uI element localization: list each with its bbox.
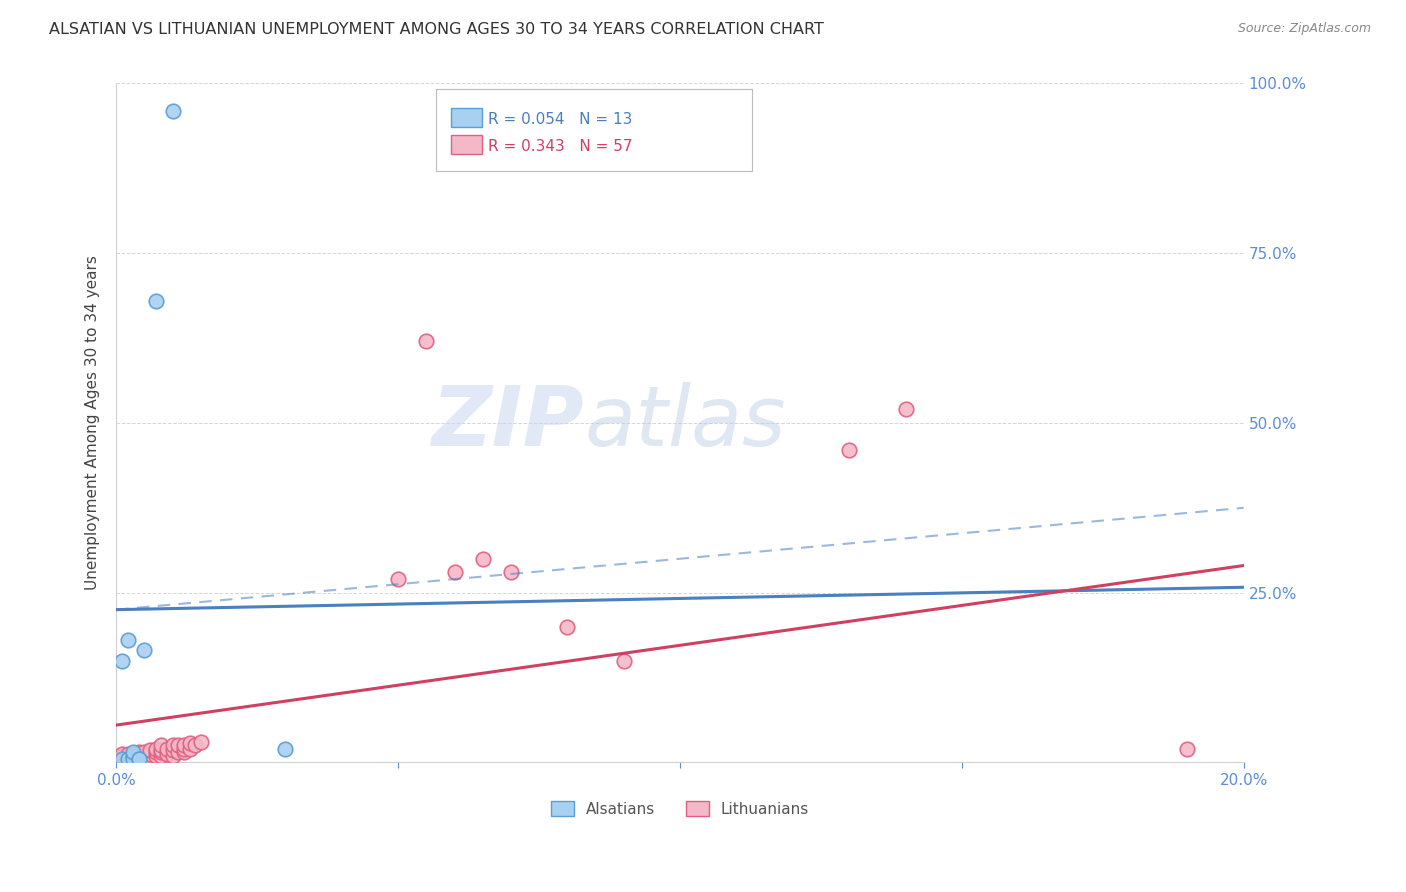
Text: Source: ZipAtlas.com: Source: ZipAtlas.com xyxy=(1237,22,1371,36)
Point xyxy=(443,566,465,580)
Point xyxy=(894,402,917,417)
Point xyxy=(415,334,437,349)
Text: ZIP: ZIP xyxy=(432,383,583,464)
Point xyxy=(128,752,150,766)
Point xyxy=(117,752,139,766)
Point xyxy=(156,742,179,756)
Point xyxy=(134,643,156,657)
Point xyxy=(1177,742,1199,756)
Point xyxy=(167,739,190,753)
Text: atlas: atlas xyxy=(583,383,786,464)
Point xyxy=(274,742,297,756)
Point xyxy=(111,752,134,766)
Point xyxy=(111,752,134,766)
Point xyxy=(173,739,195,753)
Point xyxy=(117,748,139,763)
Point xyxy=(145,293,167,308)
Point xyxy=(122,752,145,766)
Point xyxy=(117,633,139,648)
Point xyxy=(179,742,201,756)
Point xyxy=(387,572,409,586)
Point xyxy=(111,752,134,766)
Point xyxy=(117,752,139,766)
Point xyxy=(111,747,134,762)
Point xyxy=(134,750,156,764)
Legend: Alsatians, Lithuanians: Alsatians, Lithuanians xyxy=(544,795,815,822)
Point xyxy=(179,736,201,750)
Point xyxy=(471,551,494,566)
Point xyxy=(139,743,162,757)
Point xyxy=(555,620,578,634)
Point xyxy=(117,747,139,762)
Point xyxy=(111,750,134,764)
Point xyxy=(150,739,173,753)
Point xyxy=(111,748,134,763)
Point xyxy=(122,748,145,763)
Point xyxy=(128,745,150,759)
Point xyxy=(173,742,195,756)
Point xyxy=(134,745,156,759)
Point xyxy=(150,748,173,763)
Point xyxy=(499,566,522,580)
Point xyxy=(173,745,195,759)
Y-axis label: Unemployment Among Ages 30 to 34 years: Unemployment Among Ages 30 to 34 years xyxy=(86,255,100,591)
Point xyxy=(122,752,145,766)
Point xyxy=(145,742,167,756)
Point xyxy=(150,745,173,759)
Point xyxy=(134,748,156,763)
Text: R = 0.343   N = 57: R = 0.343 N = 57 xyxy=(488,139,633,154)
Point xyxy=(150,743,173,757)
Point xyxy=(122,747,145,762)
Point xyxy=(190,735,212,749)
Point xyxy=(145,748,167,763)
Point xyxy=(111,654,134,668)
Point xyxy=(122,748,145,763)
Point xyxy=(139,750,162,764)
Point xyxy=(117,750,139,764)
Point xyxy=(122,745,145,759)
Point xyxy=(122,750,145,764)
Point xyxy=(134,752,156,766)
Point xyxy=(167,745,190,759)
Point xyxy=(128,752,150,766)
Point xyxy=(162,748,184,763)
Point xyxy=(145,745,167,759)
Point xyxy=(128,752,150,766)
Point xyxy=(184,739,207,753)
Point xyxy=(122,752,145,766)
Point xyxy=(117,752,139,766)
Point xyxy=(128,748,150,763)
Point xyxy=(162,103,184,118)
Point xyxy=(139,747,162,762)
Point xyxy=(162,743,184,757)
Text: R = 0.054   N = 13: R = 0.054 N = 13 xyxy=(488,112,633,128)
Point xyxy=(162,739,184,753)
Point xyxy=(613,654,636,668)
Point xyxy=(128,750,150,764)
Text: ALSATIAN VS LITHUANIAN UNEMPLOYMENT AMONG AGES 30 TO 34 YEARS CORRELATION CHART: ALSATIAN VS LITHUANIAN UNEMPLOYMENT AMON… xyxy=(49,22,824,37)
Point xyxy=(156,747,179,762)
Point xyxy=(838,443,860,458)
